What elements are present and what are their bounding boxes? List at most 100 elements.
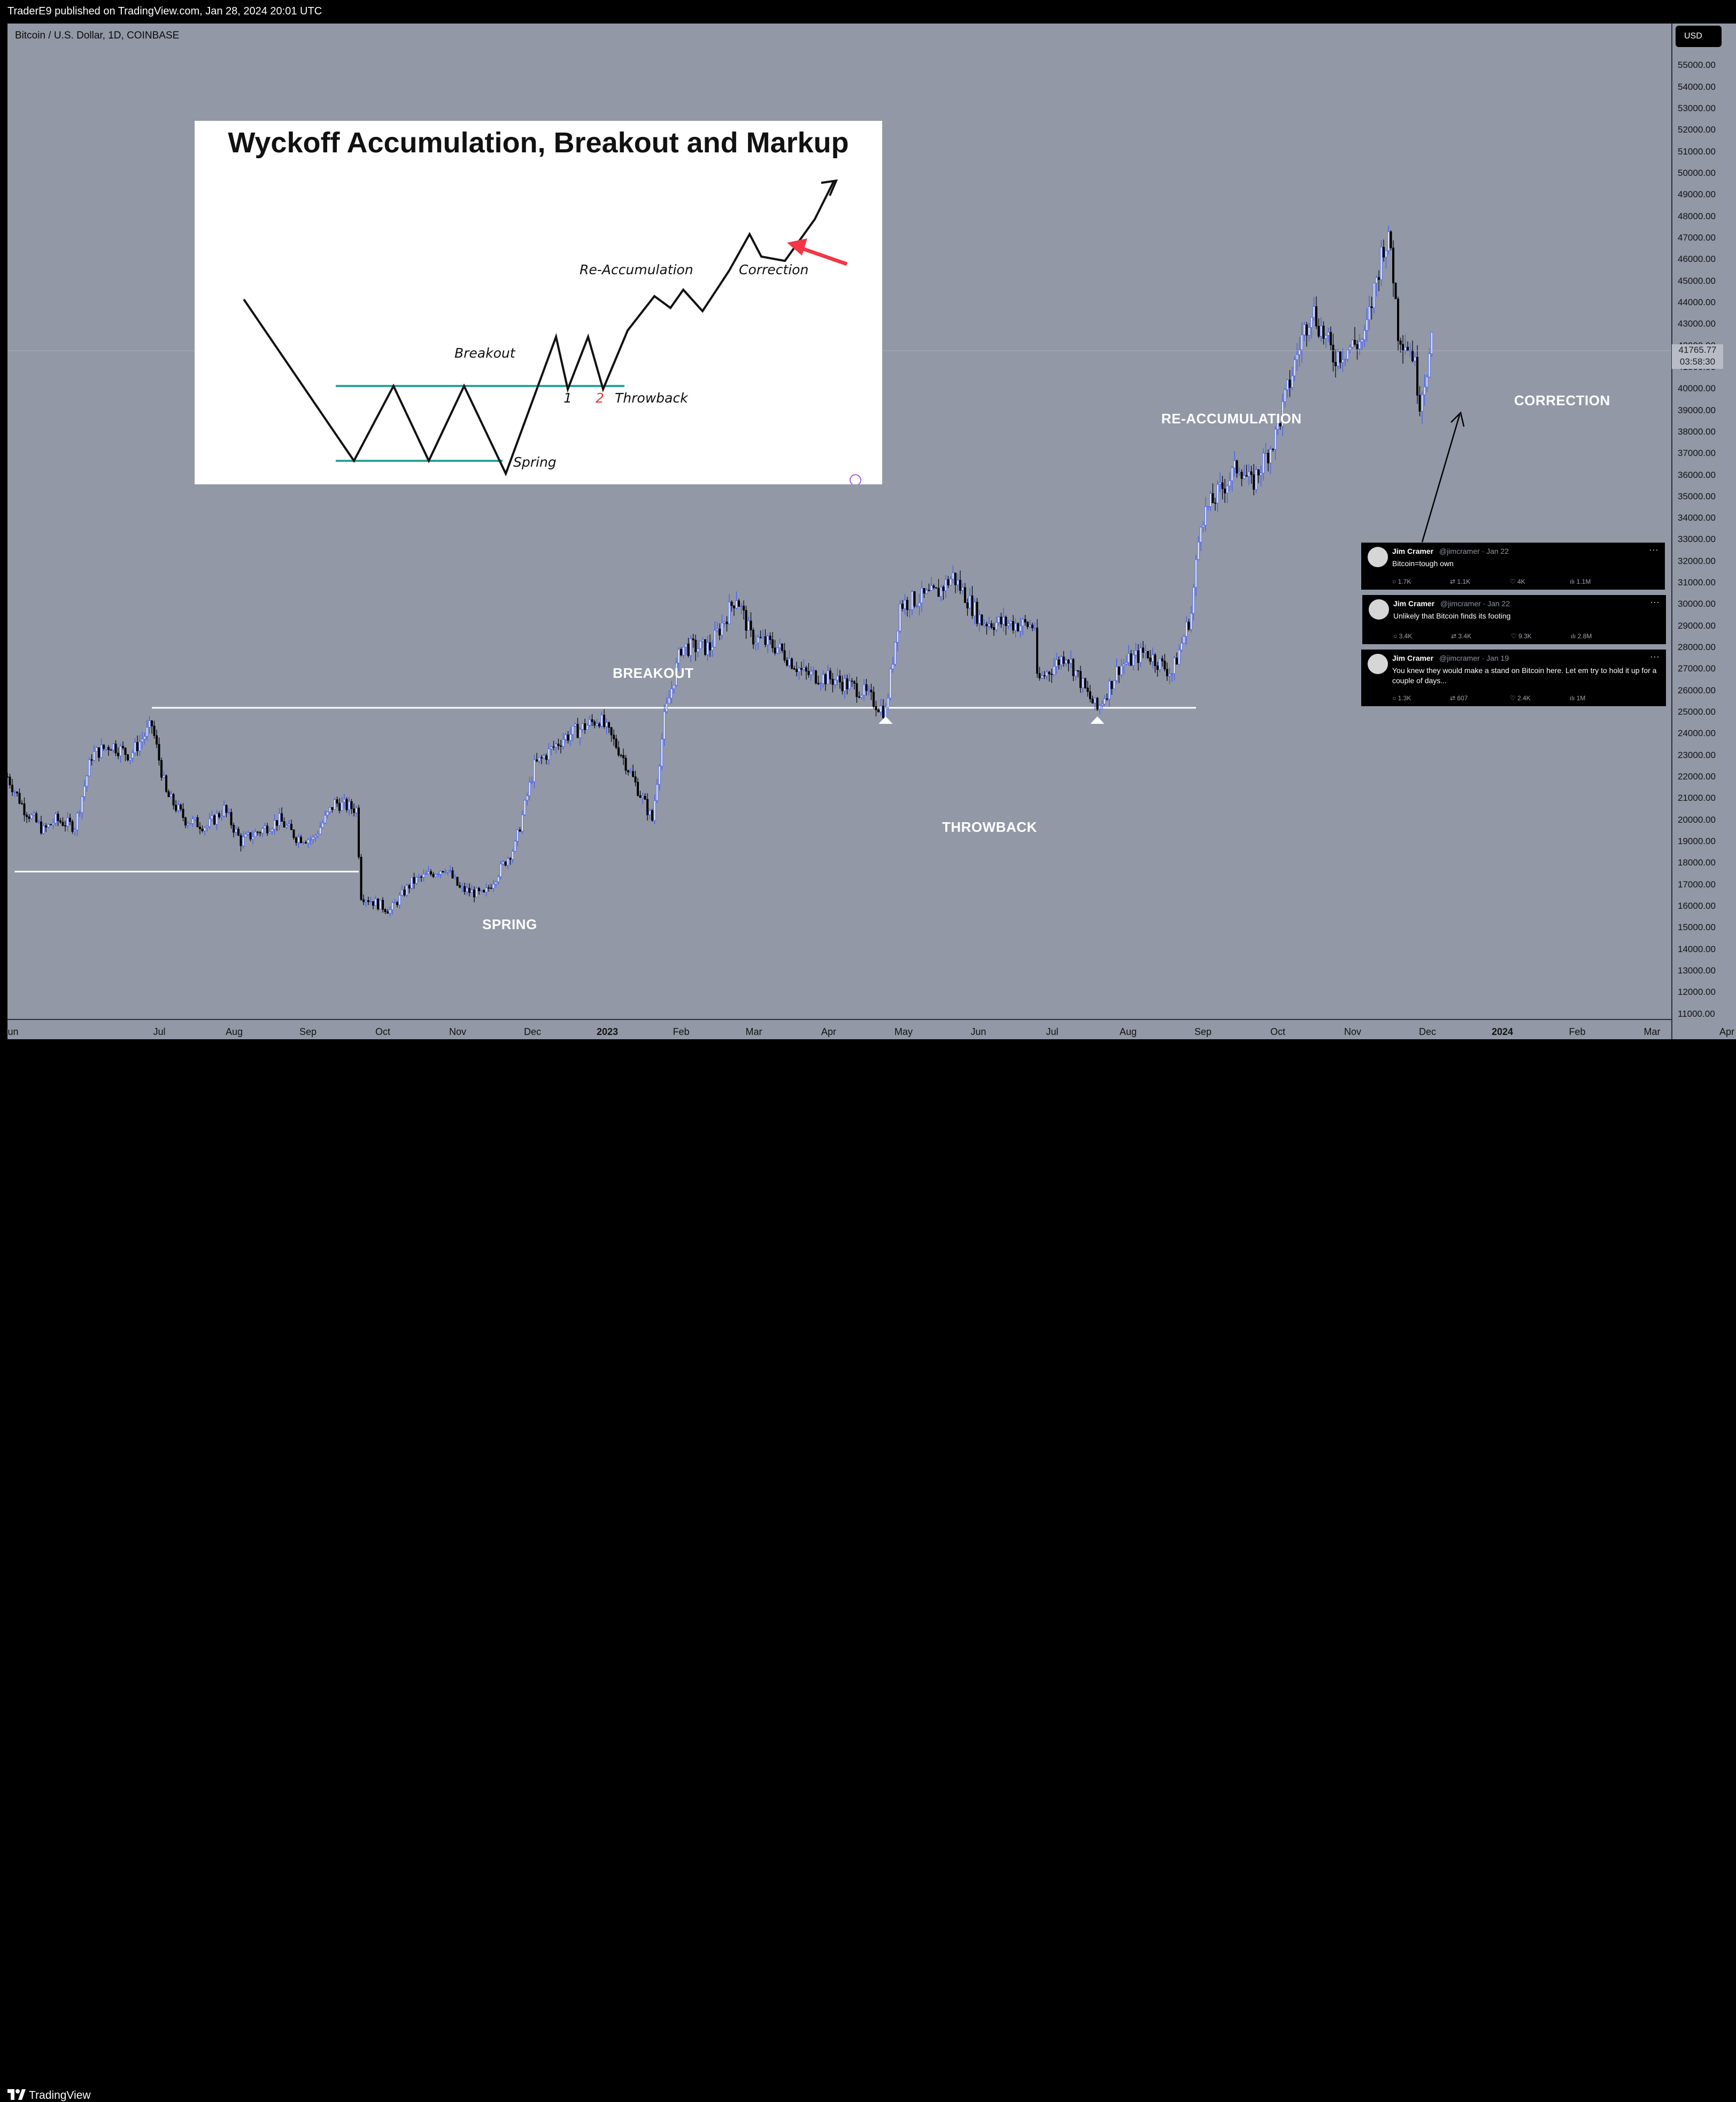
candle-body <box>1298 349 1301 355</box>
candle-body <box>1187 621 1190 630</box>
price-tick-label: 21000.00 <box>1678 793 1716 803</box>
candle-body <box>334 799 336 810</box>
price-tick-label: 46000.00 <box>1678 254 1716 265</box>
tweet-card[interactable]: Jim Cramer @jimcramer · Jan 22 ⋯ Bitcoin… <box>1361 543 1665 590</box>
candle-body <box>485 887 488 893</box>
view-count[interactable]: ılı 1M <box>1570 694 1586 702</box>
candle-body <box>593 721 596 726</box>
candle-body <box>1358 342 1361 349</box>
wyckoff-label-reaccumulation: Re-Accumulation <box>580 262 693 277</box>
candle-body <box>232 824 235 833</box>
candle-body <box>456 877 459 886</box>
price-axis[interactable] <box>1671 24 1736 1039</box>
candle-body <box>329 807 331 813</box>
price-tick-label: 23000.00 <box>1678 749 1716 760</box>
candle-body <box>1014 623 1017 631</box>
candle-body <box>1089 691 1092 699</box>
candle-body <box>1228 480 1231 486</box>
reply-count[interactable]: ○ 1.3K <box>1392 694 1411 702</box>
candle-body <box>507 858 510 866</box>
candle-body <box>1130 653 1132 666</box>
candle-body <box>1154 654 1156 666</box>
wyckoff-label-correction: Correction <box>739 262 809 277</box>
candle-body <box>1115 666 1118 681</box>
candle-body <box>523 800 526 815</box>
more-icon[interactable]: ⋯ <box>1650 597 1660 608</box>
price-tick-label: 34000.00 <box>1678 513 1716 523</box>
price-tick-label: 47000.00 <box>1678 232 1716 243</box>
price-tick-label: 52000.00 <box>1678 125 1716 135</box>
candle-body <box>1233 460 1236 468</box>
more-icon[interactable]: ⋯ <box>1650 652 1660 662</box>
candle-body <box>1327 331 1330 336</box>
tweet-card[interactable]: Jim Cramer @jimcramer · Jan 19 ⋯ You kne… <box>1361 650 1666 706</box>
candle-body <box>916 606 919 607</box>
candle-body <box>509 858 512 860</box>
view-count[interactable]: ılı 2.8M <box>1571 632 1592 640</box>
reply-count[interactable]: ○ 1.7K <box>1392 578 1411 585</box>
candle-body <box>1223 488 1226 493</box>
candle-body <box>576 724 579 738</box>
candle-body <box>759 637 762 638</box>
candle-body <box>155 735 158 745</box>
candle-body <box>242 837 244 846</box>
tradingview-logo-icon[interactable] <box>7 2087 26 2102</box>
candle-body <box>387 911 389 914</box>
candle-body <box>398 895 401 906</box>
candle-body <box>1351 339 1354 347</box>
candle-body <box>1110 681 1113 689</box>
candle-body <box>83 786 86 797</box>
candle-body <box>863 684 866 695</box>
candle-body <box>288 824 290 826</box>
candle-body <box>822 674 824 684</box>
wyckoff-label-2: 2 <box>596 390 604 406</box>
candle-body <box>735 600 738 608</box>
candle-body <box>28 816 30 819</box>
candle-body <box>1387 231 1390 251</box>
candle-body <box>687 644 690 656</box>
candle-body <box>603 715 606 727</box>
candle-body <box>887 698 890 708</box>
like-count[interactable]: ♡ 4K <box>1510 578 1525 585</box>
heart-icon: ♡ <box>1511 632 1519 640</box>
candle-body <box>937 588 940 597</box>
candle-body <box>632 771 635 777</box>
candle-body <box>47 824 50 828</box>
like-count[interactable]: ♡ 9.3K <box>1511 632 1532 640</box>
time-tick-label: Aug <box>1119 1026 1137 1037</box>
candle-body <box>1269 449 1272 463</box>
candle-body <box>598 723 601 727</box>
candle-body <box>1414 357 1416 361</box>
candle-body <box>88 759 90 776</box>
view-count[interactable]: ılı 1.1M <box>1570 578 1591 585</box>
currency-button[interactable]: USD <box>1676 26 1722 47</box>
time-tick-label: May <box>894 1026 913 1037</box>
candle-body <box>160 760 163 778</box>
reply-icon: ○ <box>1393 632 1399 640</box>
repost-count[interactable]: ⇄ 1.1K <box>1450 578 1471 585</box>
repost-count[interactable]: ⇄ 607 <box>1450 694 1468 702</box>
candle-body <box>86 776 88 787</box>
candle-body <box>211 815 213 820</box>
like-count[interactable]: ♡ 2.4K <box>1510 694 1531 702</box>
candle-body <box>1000 616 1002 624</box>
candle-body <box>497 876 500 882</box>
time-tick-label: Feb <box>673 1026 690 1037</box>
time-tick-label: Nov <box>449 1026 467 1037</box>
candle-body <box>1108 681 1110 700</box>
candle-body <box>954 573 957 585</box>
candle-body <box>225 805 228 813</box>
tweet-author: Jim Cramer <box>1393 599 1435 608</box>
more-icon[interactable]: ⋯ <box>1649 545 1658 555</box>
tweet-card[interactable]: Jim Cramer @jimcramer · Jan 22 ⋯ Unlikel… <box>1362 595 1666 644</box>
candle-body <box>9 776 11 785</box>
candle-body <box>1199 527 1202 543</box>
reply-count[interactable]: ○ 3.4K <box>1393 632 1413 640</box>
candle-body <box>904 600 906 609</box>
price-chart[interactable] <box>0 0 1736 1072</box>
candle-body <box>644 795 646 800</box>
tweet-stats: ○ 1.7K ⇄ 1.1K ♡ 4K ılı 1.1M <box>1392 578 1660 585</box>
repost-count[interactable]: ⇄ 3.4K <box>1451 632 1472 640</box>
time-axis[interactable] <box>7 1019 1671 1040</box>
candle-body <box>437 874 439 875</box>
